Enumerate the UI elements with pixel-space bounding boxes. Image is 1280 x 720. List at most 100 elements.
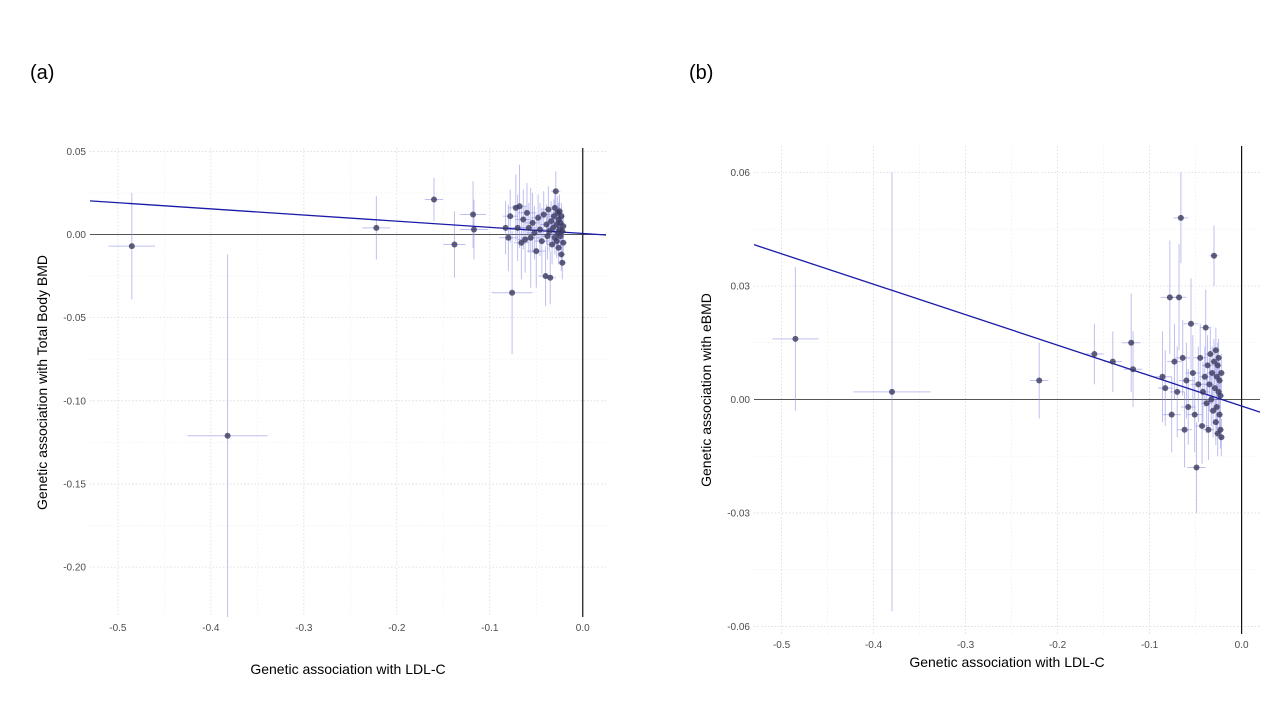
data-point <box>544 233 551 240</box>
data-point <box>1171 358 1178 365</box>
data-point <box>505 234 512 241</box>
data-point <box>557 233 564 240</box>
data-point <box>1204 362 1211 369</box>
data-point <box>1185 404 1192 411</box>
data-point <box>224 432 231 439</box>
data-point <box>1193 464 1200 471</box>
y-tick-label: 0.05 <box>67 147 87 158</box>
data-point <box>1211 252 1217 259</box>
data-point <box>540 211 547 218</box>
data-point <box>1207 351 1214 358</box>
data-point <box>1213 404 1220 411</box>
data-point <box>1168 411 1175 418</box>
data-point <box>1217 426 1224 433</box>
data-point <box>559 259 566 266</box>
data-point <box>1216 377 1223 384</box>
data-point <box>373 224 380 231</box>
data-point <box>1159 373 1166 380</box>
data-point <box>533 248 540 255</box>
data-point <box>523 209 530 216</box>
x-tick-label: -0.4 <box>202 623 220 634</box>
data-point <box>553 238 560 245</box>
data-point <box>514 224 521 231</box>
data-point <box>889 388 895 395</box>
chart-a: -0.5 -0.4 -0.3 -0.2 -0.1 0.0 0.05 0.00 -0.05 -0.1… <box>34 147 607 677</box>
data-point <box>520 216 527 223</box>
data-point <box>1188 320 1194 327</box>
data-point <box>558 213 565 220</box>
data-point <box>1199 422 1206 429</box>
data-point <box>1212 419 1219 426</box>
data-point <box>1211 385 1218 392</box>
x-tick-label: -0.4 <box>865 640 883 651</box>
data-point <box>1091 351 1098 358</box>
data-point <box>470 226 477 233</box>
data-point <box>560 223 567 230</box>
y-tick-label: 0.00 <box>731 395 751 406</box>
data-point <box>556 208 563 215</box>
panel-label-b: (b) <box>689 62 714 84</box>
x-tick-label: -0.3 <box>957 640 975 651</box>
chart-b: -0.5 -0.4 -0.3 -0.2 -0.1 0.0 0.06 0.03 0.00 -0.03… <box>698 146 1261 670</box>
data-point <box>128 243 135 250</box>
data-point <box>1128 339 1135 346</box>
data-point <box>1183 377 1190 384</box>
y-tick-label: 0.03 <box>731 281 751 292</box>
x-tick-label: 0.0 <box>576 623 590 634</box>
data-point <box>1181 426 1188 433</box>
data-point <box>558 251 565 258</box>
x-tick-label: -0.2 <box>388 623 406 634</box>
data-point <box>545 206 552 213</box>
data-point <box>1179 354 1186 361</box>
data-point <box>525 224 532 231</box>
data-point <box>431 196 437 203</box>
data-point <box>451 241 458 248</box>
data-point <box>543 221 550 228</box>
data-point <box>470 211 477 218</box>
data-point <box>542 273 549 280</box>
data-point <box>551 204 558 211</box>
data-point <box>522 236 529 243</box>
x-axis-title: Genetic association with LDL-C <box>250 661 445 677</box>
x-tick-label: -0.3 <box>295 623 313 634</box>
data-point <box>1197 354 1204 361</box>
data-point <box>1201 373 1208 380</box>
y-tick-label: 0.00 <box>67 230 87 241</box>
data-point <box>536 226 543 233</box>
x-tick-label: -0.1 <box>481 623 499 634</box>
data-point <box>1199 388 1206 395</box>
x-tick-label: -0.5 <box>773 640 791 651</box>
y-axis-title: Genetic association with Total Body BMD <box>34 255 50 510</box>
data-point <box>548 218 555 225</box>
data-point <box>535 214 542 221</box>
data-point <box>559 228 566 235</box>
data-point <box>1216 411 1223 418</box>
data-point <box>1203 400 1210 407</box>
y-tick-label: -0.03 <box>727 508 750 519</box>
data-point <box>1166 294 1173 301</box>
data-point <box>1209 369 1216 376</box>
y-tick-label: -0.10 <box>63 396 86 407</box>
data-point <box>1162 385 1169 392</box>
data-point <box>552 188 559 195</box>
panel-label-a: (a) <box>30 62 55 84</box>
data-point <box>1130 366 1137 373</box>
x-tick-label: 0.0 <box>1235 640 1249 651</box>
data-point <box>1210 407 1217 414</box>
data-point <box>1189 369 1196 376</box>
y-tick-label: 0.06 <box>731 168 751 179</box>
data-point <box>1195 381 1202 388</box>
regression-line <box>753 244 1261 413</box>
data-point <box>555 244 562 251</box>
data-point <box>549 241 556 248</box>
data-point <box>509 289 516 296</box>
data-point <box>1109 358 1116 365</box>
data-point <box>1205 426 1212 433</box>
data-point <box>516 203 523 210</box>
data-point <box>502 224 509 231</box>
x-tick-label: -0.2 <box>1049 640 1067 651</box>
data-point <box>547 274 554 281</box>
data-point <box>1217 392 1224 399</box>
data-point <box>1215 354 1222 361</box>
data-point <box>1208 396 1215 403</box>
